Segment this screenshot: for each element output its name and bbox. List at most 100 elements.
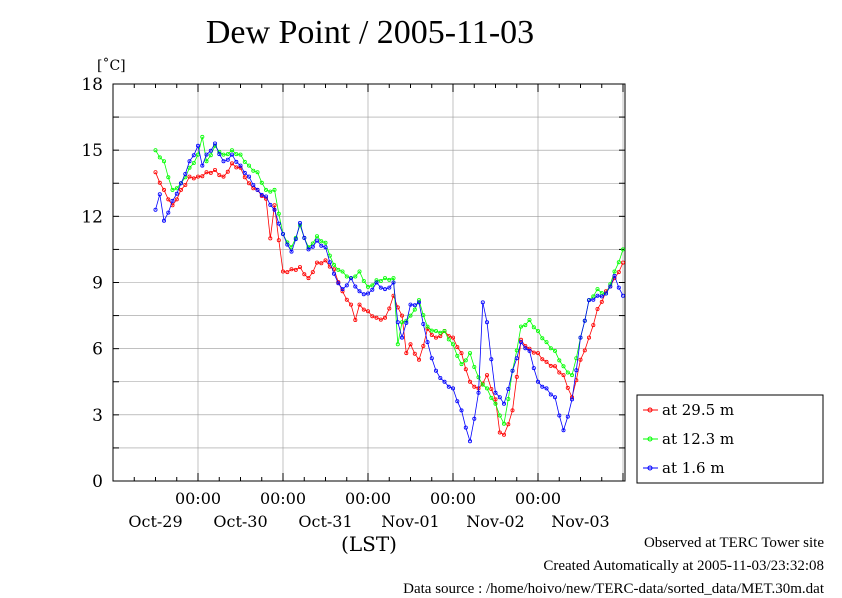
data-point — [310, 270, 315, 275]
data-point — [595, 293, 600, 298]
data-point — [527, 346, 532, 351]
data-point — [221, 152, 226, 157]
data-point — [442, 328, 447, 333]
data-point — [272, 203, 277, 208]
data-point — [302, 272, 307, 277]
data-point — [429, 332, 434, 337]
data-point — [161, 159, 166, 164]
data-point — [408, 342, 413, 347]
data-point — [178, 187, 183, 192]
y-tick-label: 9 — [92, 274, 103, 294]
data-point — [599, 299, 604, 304]
data-point — [166, 210, 171, 215]
data-point — [174, 197, 179, 202]
data-point — [489, 395, 494, 400]
x-date-label: Nov-01 — [381, 512, 439, 531]
data-point — [153, 170, 158, 175]
data-point — [344, 274, 349, 279]
data-point — [621, 260, 626, 265]
data-point — [506, 396, 511, 401]
data-point — [484, 320, 489, 325]
data-point — [578, 357, 583, 362]
data-point — [616, 285, 621, 290]
data-point — [463, 367, 468, 372]
data-point — [353, 274, 358, 279]
data-point — [166, 175, 171, 180]
data-point — [578, 335, 583, 340]
data-point — [246, 174, 251, 179]
data-point — [336, 281, 341, 286]
data-point — [276, 221, 281, 226]
data-point — [238, 163, 243, 168]
data-point — [170, 187, 175, 192]
data-point — [378, 278, 383, 283]
data-point — [268, 202, 273, 207]
y-axis-unit-label: [˚C] — [97, 57, 126, 74]
data-point — [370, 314, 375, 319]
data-point — [497, 395, 502, 400]
data-point — [348, 302, 353, 307]
data-point — [450, 386, 455, 391]
y-tick-label: 18 — [81, 75, 103, 95]
data-point — [501, 432, 506, 437]
data-point — [599, 294, 604, 299]
data-point — [501, 401, 506, 406]
data-point — [387, 285, 392, 290]
legend-box — [636, 394, 824, 484]
data-point — [297, 265, 302, 270]
data-point — [489, 357, 494, 362]
data-point — [221, 159, 226, 164]
data-point — [323, 240, 328, 245]
data-point — [429, 356, 434, 361]
data-point — [310, 244, 315, 249]
data-point — [234, 159, 239, 164]
data-point — [399, 320, 404, 325]
x-date-label: Oct-31 — [298, 512, 352, 531]
data-point — [514, 348, 519, 353]
data-point — [497, 413, 502, 418]
data-point — [314, 234, 319, 239]
data-point — [225, 152, 230, 157]
data-point — [433, 335, 438, 340]
data-point — [263, 194, 268, 199]
legend-label: at 29.5 m — [662, 401, 734, 419]
data-point — [510, 368, 515, 373]
data-point — [268, 236, 273, 241]
data-point — [272, 207, 277, 212]
data-point — [382, 287, 387, 292]
grid-lines — [113, 84, 625, 481]
data-point — [561, 373, 566, 378]
data-point — [174, 186, 179, 191]
data-point — [391, 280, 396, 285]
data-point — [217, 173, 222, 178]
data-point — [183, 182, 188, 187]
data-point — [561, 428, 566, 433]
data-point — [208, 148, 213, 153]
data-point — [191, 160, 196, 165]
data-point — [259, 180, 264, 185]
data-point — [616, 270, 621, 275]
data-point — [455, 353, 460, 358]
data-point — [493, 401, 498, 406]
data-point — [472, 416, 477, 421]
data-point — [246, 163, 251, 168]
data-point — [268, 189, 273, 194]
data-point — [331, 262, 336, 267]
legend-swatch-marker — [647, 407, 653, 413]
x-tick-label: 00:00 — [515, 489, 561, 508]
data-point — [519, 324, 524, 329]
data-point — [157, 180, 162, 185]
x-tick-label: 00:00 — [345, 489, 391, 508]
data-point — [404, 351, 409, 356]
data-point — [506, 422, 511, 427]
data-point — [353, 317, 358, 322]
data-point — [157, 192, 162, 197]
data-point — [565, 385, 570, 390]
data-point — [574, 368, 579, 373]
data-point — [565, 414, 570, 419]
y-tick-label: 0 — [92, 472, 103, 492]
y-tick-label: 12 — [81, 207, 103, 227]
data-point — [200, 134, 205, 139]
data-point — [361, 292, 366, 297]
series-group — [153, 134, 626, 444]
